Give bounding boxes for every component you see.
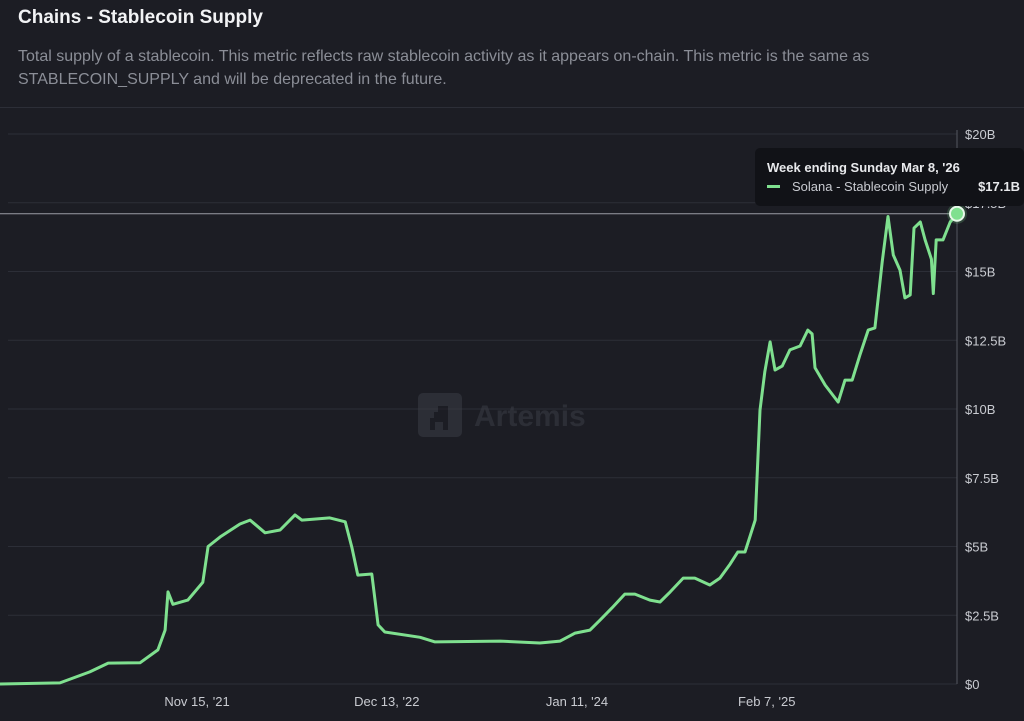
watermark-logo: Artemis bbox=[418, 393, 586, 437]
watermark-text: Artemis bbox=[474, 400, 586, 433]
y-tick-label: $5B bbox=[965, 540, 988, 555]
y-tick-label: $2.5B bbox=[965, 608, 999, 623]
x-tick-label: Dec 13, '22 bbox=[354, 694, 419, 709]
y-tick-label: $10B bbox=[965, 402, 995, 417]
y-tick-label: $15B bbox=[965, 265, 995, 280]
series-swatch-icon bbox=[767, 185, 780, 188]
y-tick-label: $7.5B bbox=[965, 471, 999, 486]
x-tick-label: Jan 11, '24 bbox=[546, 694, 608, 709]
page-title: Chains - Stablecoin Supply bbox=[18, 7, 263, 28]
tooltip-series-name: Solana - Stablecoin Supply bbox=[792, 179, 949, 194]
y-tick-label: $12.5B bbox=[965, 333, 1006, 348]
tooltip-heading: Week ending Sunday Mar 8, '26 bbox=[767, 160, 960, 175]
x-axis: Nov 15, '21 Dec 13, '22 Jan 11, '24 Feb 7, … bbox=[164, 694, 795, 709]
tooltip-row: Solana - Stablecoin Supply $17.1B bbox=[767, 179, 1024, 194]
metric-description: Total supply of a stablecoin. This metri… bbox=[18, 48, 870, 88]
y-tick-label: $0 bbox=[965, 677, 979, 692]
tooltip-value: $17.1B bbox=[978, 179, 1020, 194]
tooltip: Week ending Sunday Mar 8, '26 Solana - S… bbox=[755, 148, 1024, 206]
x-tick-label: Feb 7, '25 bbox=[738, 694, 795, 709]
y-axis: $0$2.5B$5B$7.5B$10B$12.5B$15B$17.5B$20B bbox=[956, 127, 1006, 692]
divider bbox=[0, 107, 1024, 108]
x-tick-label: Nov 15, '21 bbox=[164, 694, 229, 709]
hover-point bbox=[949, 205, 965, 222]
y-tick-label: $20B bbox=[965, 127, 995, 142]
series-line-solana bbox=[0, 212, 959, 686]
